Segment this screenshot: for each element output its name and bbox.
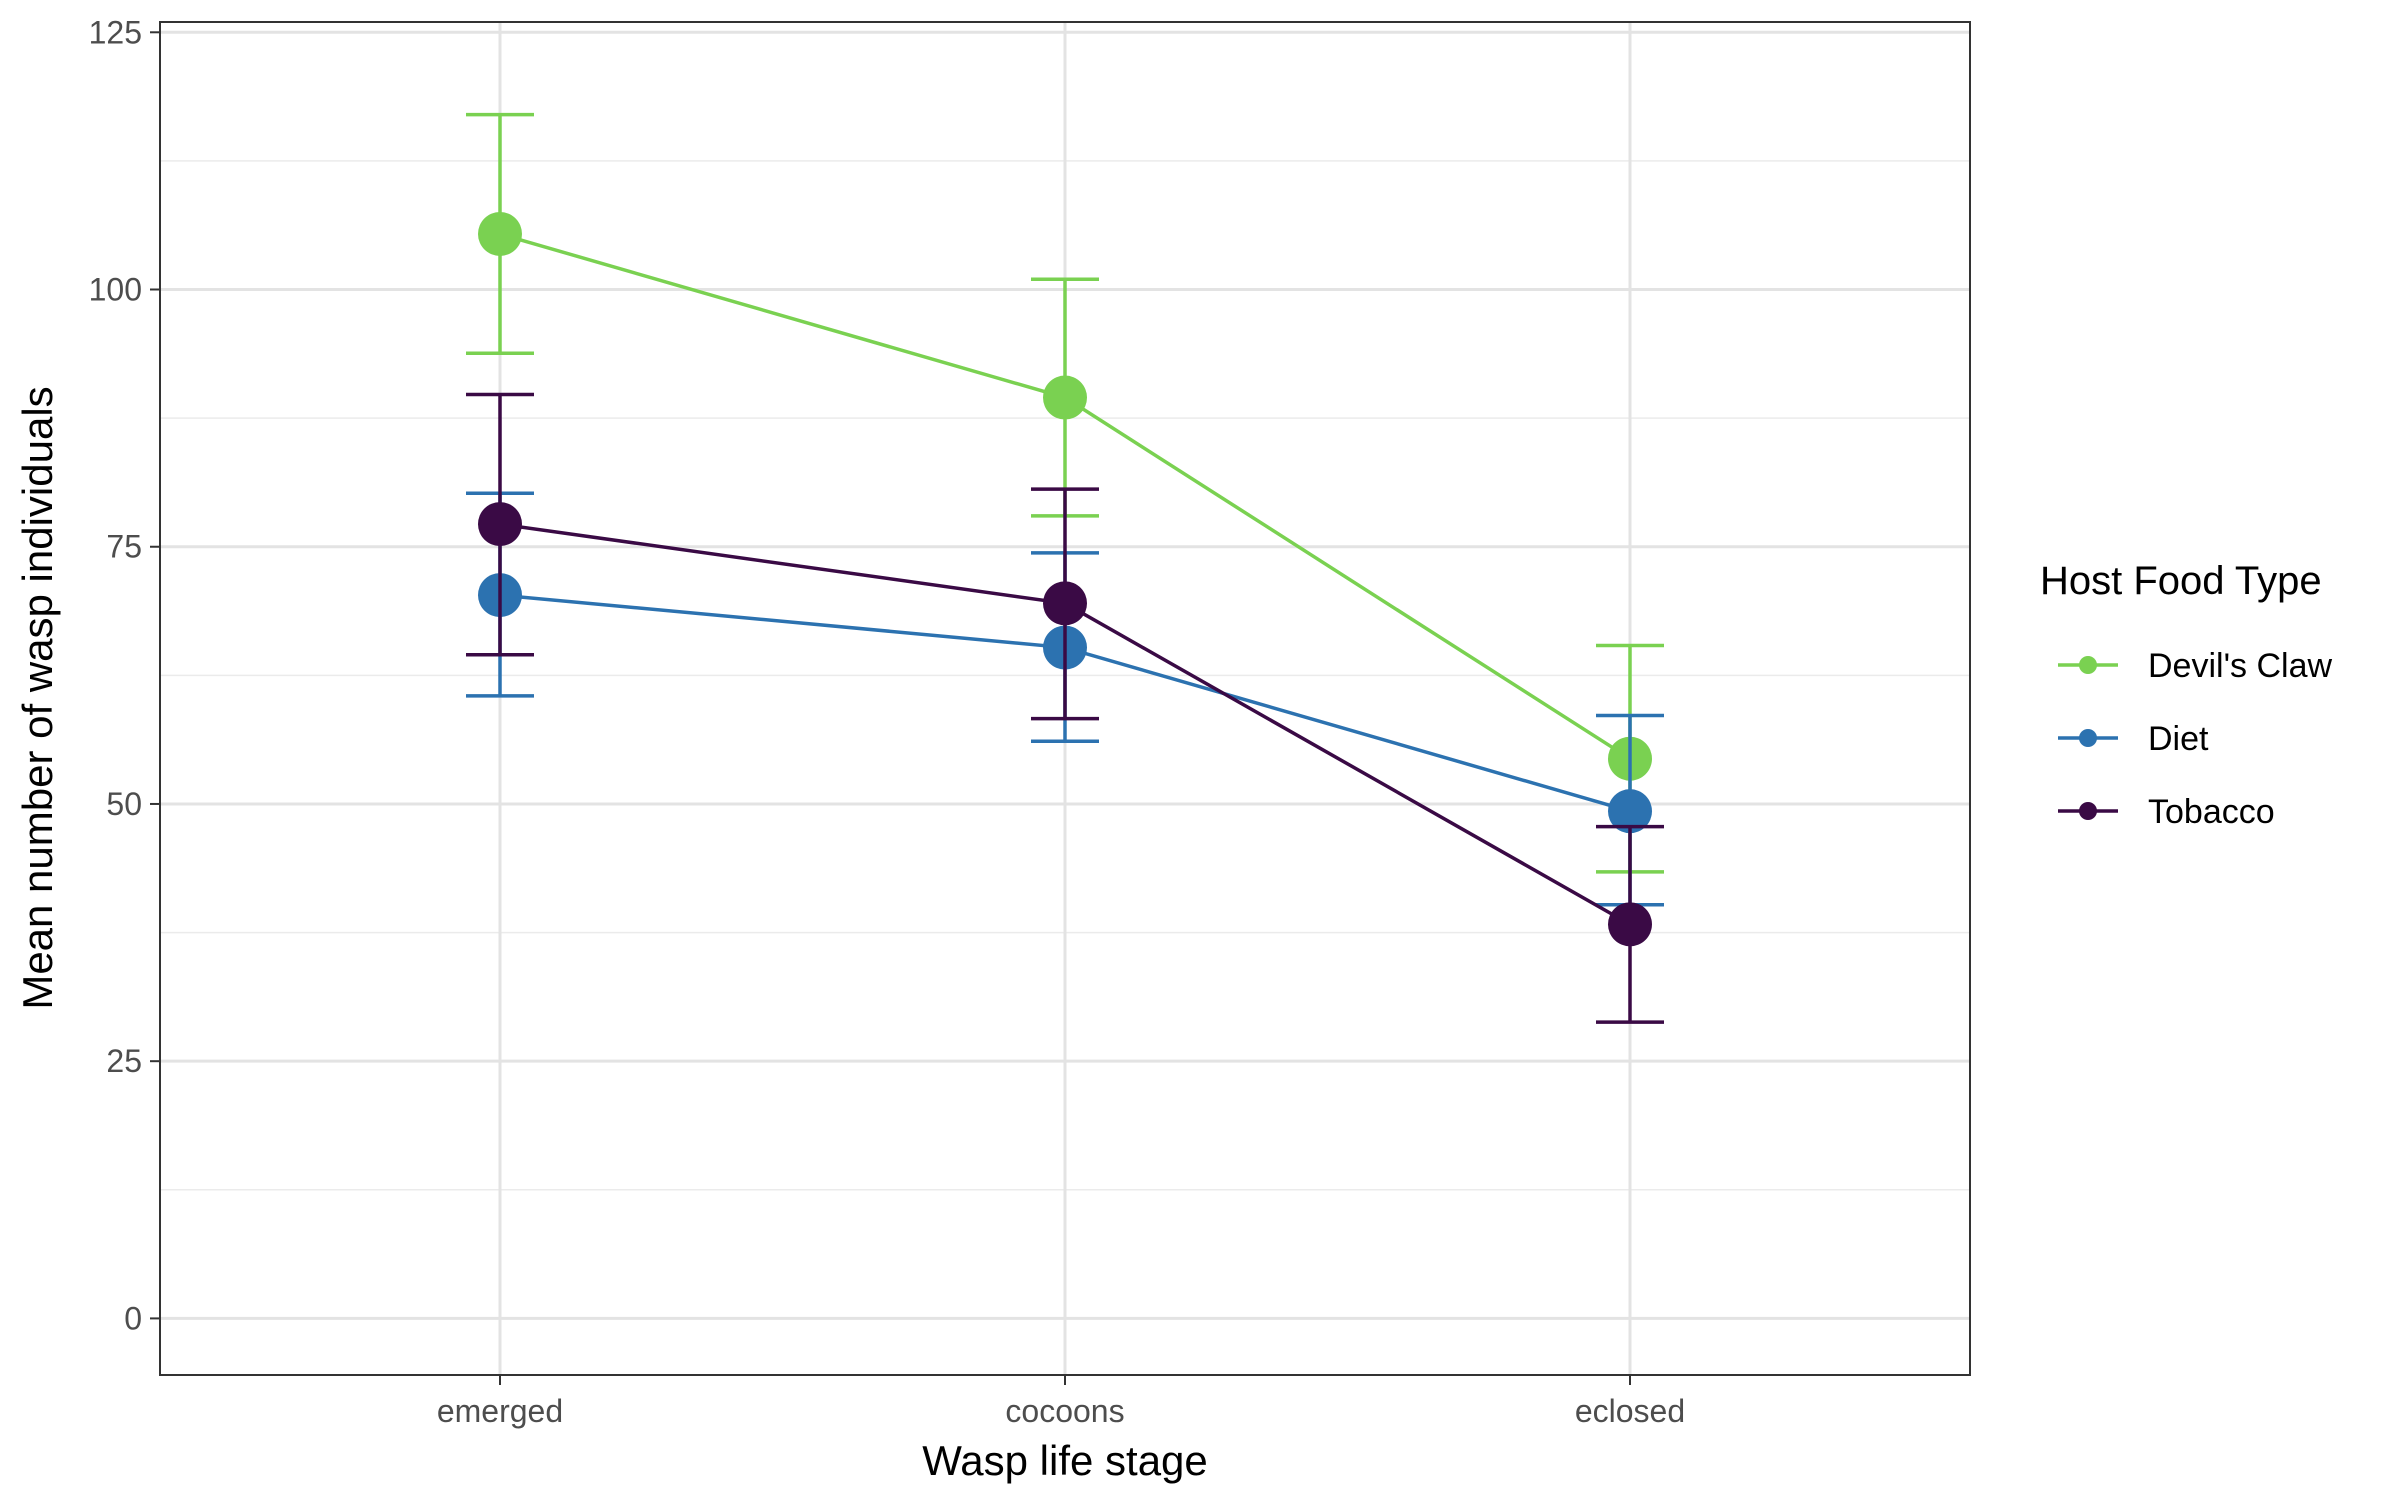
y-tick-label: 25 (106, 1043, 142, 1079)
y-tick-label: 0 (124, 1300, 142, 1336)
data-point (1608, 902, 1652, 947)
data-point (478, 211, 522, 256)
data-point (1043, 581, 1087, 626)
data-point (478, 502, 522, 547)
legend-label: Diet (2148, 720, 2209, 758)
legend-label: Devil's Claw (2148, 647, 2333, 685)
legend-key-point (2079, 802, 2097, 820)
legend: Host Food Type Devil's Claw Diet Tobacco (2040, 559, 2333, 831)
axes: 0 25 50 75 100 125 emerged cocoons eclosed (89, 14, 1686, 1429)
x-axis-title: Wasp life stage (922, 1437, 1208, 1484)
series-tobacco (466, 392, 1664, 1024)
legend-key-point (2079, 656, 2097, 674)
data-point (1043, 375, 1087, 420)
legend-title: Host Food Type (2040, 559, 2322, 603)
y-tick-label: 75 (106, 529, 142, 565)
legend-label: Tobacco (2148, 793, 2275, 831)
legend-key-point (2079, 729, 2097, 747)
legend-item: Tobacco (2058, 793, 2275, 831)
y-axis-title: Mean number of wasp individuals (14, 386, 61, 1009)
y-tick-label: 50 (106, 786, 142, 822)
y-tick-label: 100 (89, 272, 142, 308)
x-tick-label: cocoons (1005, 1393, 1124, 1429)
x-tick-label: emerged (437, 1393, 563, 1429)
data-series (466, 112, 1664, 1024)
legend-item: Devil's Claw (2058, 647, 2333, 685)
legend-item: Diet (2058, 720, 2209, 758)
x-tick-label: eclosed (1575, 1393, 1685, 1429)
y-tick-label: 125 (89, 14, 142, 50)
data-point (1608, 789, 1652, 834)
